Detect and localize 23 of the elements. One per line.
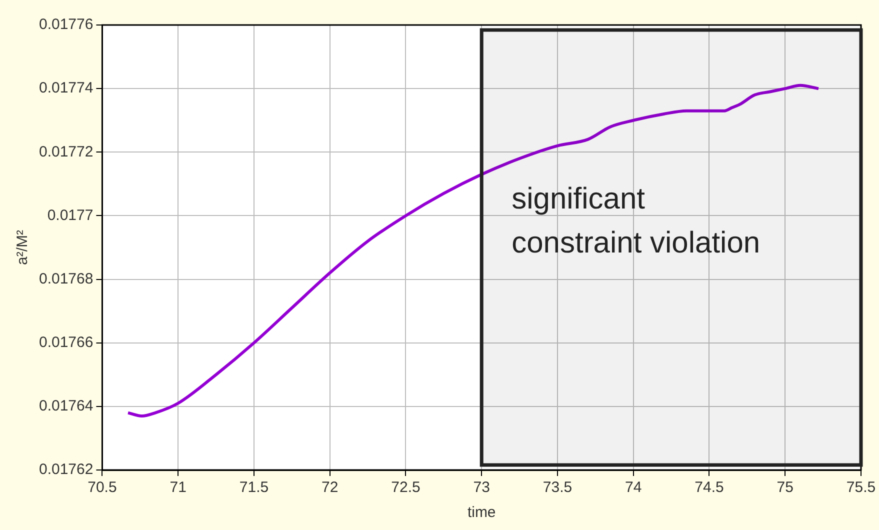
x-tick-label: 71: [170, 479, 186, 496]
y-tick-label: 0.0177: [47, 206, 94, 224]
x-tick-label: 72: [322, 479, 338, 496]
x-tick-label: 75: [776, 479, 794, 496]
x-tick-label: 70.5: [88, 479, 117, 496]
y-tick-label: 0.01774: [38, 80, 94, 97]
y-tick-label: 0.01764: [38, 398, 94, 415]
x-tick-label: 73.5: [542, 479, 572, 496]
x-tick-label: 73: [473, 479, 490, 496]
x-tick-label: 74.5: [694, 479, 724, 496]
x-tick-label: 72.5: [391, 479, 420, 496]
y-tick-label: 0.01772: [38, 143, 94, 160]
x-tick-label: 75.5: [846, 479, 876, 496]
line-series: [126, 84, 820, 418]
band-label: significant constraint violation: [512, 182, 760, 260]
y-tick-label: 0.01776: [38, 16, 94, 34]
y-tick-label: 0.01762: [38, 461, 94, 478]
y-tick-label: 0.01768: [38, 270, 94, 288]
y-tick-label: 0.01766: [38, 334, 94, 351]
x-tick-label: 71.5: [239, 479, 269, 496]
y-axis-title: a²/M²: [14, 230, 32, 265]
x-tick-label: 74: [625, 479, 642, 496]
x-axis-title: time: [467, 504, 496, 522]
